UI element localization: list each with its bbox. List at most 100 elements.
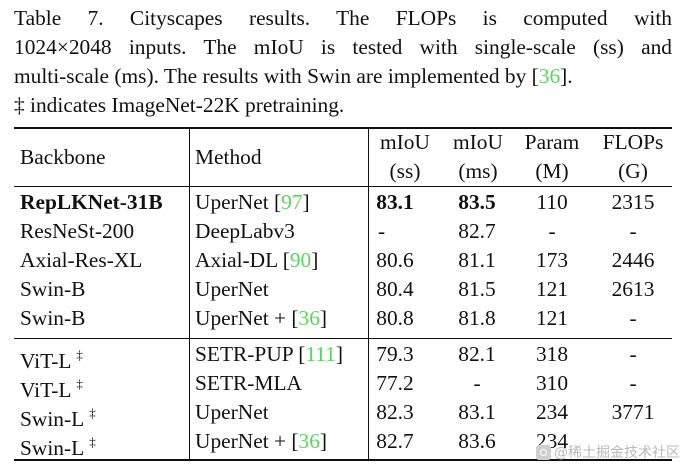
cell-miou-ss: 82.3	[376, 400, 414, 424]
cell-param: 310	[535, 371, 569, 395]
citation-link[interactable]: 36	[538, 64, 561, 88]
cell-miou-ms: 82.7	[458, 219, 496, 243]
header-backbone: Backbone	[20, 145, 106, 169]
cell-flops: -	[629, 306, 637, 330]
table-header-rule	[14, 186, 672, 188]
method-text: UperNet + [	[195, 429, 299, 453]
caption-line-4: ‡ indicates ImageNet-22K pretraining.	[14, 93, 345, 117]
cell-method: UperNet	[195, 398, 269, 427]
method-bracket: ]	[319, 429, 328, 453]
cell-backbone: Swin-B	[20, 277, 86, 301]
method-bracket: ]	[302, 190, 310, 214]
cell-param: 173	[535, 248, 569, 272]
column-divider-backbone	[189, 127, 191, 459]
caption-line-3-end: ].	[560, 64, 573, 88]
dagger-mark: ‡	[89, 434, 96, 449]
cell-miou-ms: 83.1	[458, 400, 496, 424]
dagger-mark: ‡	[76, 347, 83, 362]
header-miou-ms-top: mIoU	[453, 130, 503, 154]
cell-miou-ms: 83.5	[458, 190, 496, 214]
header-param-bottom: (M)	[535, 159, 569, 183]
cell-backbone: Swin-L ‡	[20, 427, 96, 463]
citation-link[interactable]: 111	[305, 342, 336, 366]
cell-miou-ss: 77.2	[376, 371, 414, 395]
method-bracket: ]	[335, 342, 343, 366]
cell-miou-ms: 82.1	[458, 342, 496, 366]
cell-backbone: Swin-L ‡	[20, 398, 96, 434]
cell-miou-ss: 82.7	[376, 429, 414, 453]
cell-flops: 2315	[611, 190, 655, 214]
cell-backbone: ViT-L ‡	[20, 369, 83, 405]
cell-flops: -	[629, 219, 637, 243]
method-bracket: ]	[319, 306, 328, 330]
backbone-text: ViT-L	[20, 378, 72, 402]
method-text: UperNet	[195, 277, 269, 301]
header-miou-ms: mIoU (ms)	[446, 128, 510, 186]
method-text: UperNet + [	[195, 306, 299, 330]
cell-method: UperNet	[195, 275, 269, 304]
cell-miou-ms: -	[473, 371, 481, 395]
cell-backbone: RepLKNet-31B	[20, 190, 163, 214]
cell-miou-ms: 83.6	[458, 429, 496, 453]
backbone-text: Swin-L	[20, 436, 85, 460]
caption-line-2: 1024×2048 inputs. The mIoU is tested wit…	[14, 35, 672, 59]
header-flops: FLOPs (G)	[593, 128, 673, 186]
cell-miou-ss: 80.8	[376, 306, 414, 330]
table-bottom-rule	[14, 459, 672, 461]
header-param: Param (M)	[518, 128, 586, 186]
header-miou-ss-bottom: (ss)	[389, 159, 421, 183]
table-group-rule	[14, 338, 672, 340]
cell-method: SETR-MLA	[195, 369, 302, 398]
citation-link[interactable]: 36	[298, 429, 320, 453]
cell-param: 121	[535, 277, 569, 301]
column-divider-method	[368, 127, 370, 459]
dagger-mark: ‡	[89, 405, 96, 420]
cell-method: UperNet + [36]	[195, 304, 327, 333]
backbone-text: Swin-L	[20, 407, 85, 431]
table-caption: Table 7. Cityscapes results. The FLOPs i…	[14, 4, 672, 120]
backbone-text: ViT-L	[20, 349, 72, 373]
cell-param: 110	[536, 190, 568, 214]
header-param-top: Param	[524, 130, 580, 154]
method-text: UperNet	[195, 400, 269, 424]
header-flops-top: FLOPs	[602, 130, 664, 154]
cell-miou-ms: 81.1	[458, 248, 496, 272]
cell-flops: 2613	[611, 277, 655, 301]
watermark-logo-icon	[536, 444, 551, 460]
dagger-mark: ‡	[76, 376, 83, 391]
cell-method: UperNet [97]	[195, 188, 310, 217]
cell-method: Axial-DL [90]	[195, 246, 318, 275]
cell-backbone: ResNeSt-200	[20, 219, 135, 243]
cell-method: DeepLabv3	[195, 217, 295, 246]
header-method: Method	[195, 145, 262, 169]
cell-method: SETR-PUP [111]	[195, 340, 343, 369]
cell-param: -	[548, 219, 556, 243]
header-miou-ms-bottom: (ms)	[458, 159, 498, 183]
method-bracket: ]	[311, 248, 319, 272]
cell-flops: -	[629, 371, 637, 395]
cell-miou-ms: 81.5	[458, 277, 496, 301]
cell-flops: -	[629, 342, 637, 366]
method-text: Axial-DL [	[195, 248, 290, 272]
citation-link[interactable]: 97	[281, 190, 303, 214]
header-miou-ss: mIoU (ss)	[373, 128, 437, 186]
cell-miou-ss: -	[378, 219, 386, 243]
citation-link[interactable]: 36	[298, 306, 320, 330]
citation-link[interactable]: 90	[289, 248, 312, 272]
cell-miou-ss: 79.3	[376, 342, 414, 366]
header-miou-ss-top: mIoU	[380, 130, 430, 154]
method-text: UperNet [	[195, 190, 282, 214]
caption-line-3-text: multi-scale (ms). The results with Swin …	[14, 64, 539, 88]
caption-line-1: Table 7. Cityscapes results. The FLOPs i…	[14, 6, 672, 30]
cell-backbone: Swin-B	[20, 306, 86, 330]
header-flops-bottom: (G)	[618, 159, 648, 183]
cell-flops: 2446	[611, 248, 655, 272]
method-text: SETR-PUP [	[195, 342, 306, 366]
cell-backbone: Axial-Res-XL	[20, 248, 143, 272]
method-text: DeepLabv3	[195, 219, 295, 243]
cell-miou-ss: 80.4	[376, 277, 414, 301]
cell-backbone: ViT-L ‡	[20, 340, 83, 376]
cell-method: UperNet + [36]	[195, 427, 327, 456]
watermark-text: @稀土掘金技术社区	[554, 445, 680, 461]
caption-line-3: multi-scale (ms). The results with Swin …	[14, 62, 672, 91]
